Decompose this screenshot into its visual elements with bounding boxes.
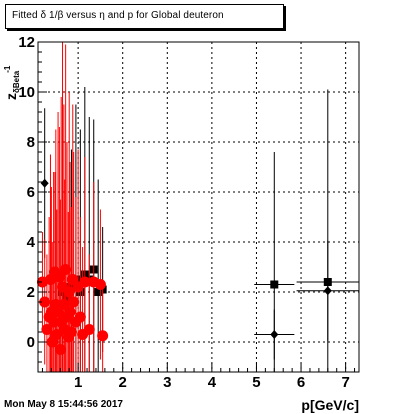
data-point-circle — [63, 286, 75, 298]
y-tick-label: 0 — [27, 334, 35, 351]
y-axis-title: zδBeta-1 — [3, 65, 21, 100]
data-point-diamond — [40, 178, 49, 188]
grid-lines — [38, 41, 359, 372]
y-axis-title-main: z — [3, 93, 19, 100]
y-tick-label: 12 — [18, 34, 35, 51]
x-tick-label: 3 — [163, 374, 171, 391]
y-tick-label: 4 — [27, 234, 36, 251]
data-point-diamond — [270, 330, 279, 339]
y-axis-title-sub: δBeta — [12, 70, 21, 93]
x-tick-label: 4 — [208, 374, 217, 391]
data-point-circle — [79, 276, 91, 288]
x-tick-label: 5 — [252, 374, 260, 391]
x-tick-label: 7 — [341, 374, 349, 391]
y-tick-label: 2 — [27, 284, 35, 301]
svg-text:zδBeta-1: zδBeta-1 — [3, 65, 21, 100]
data-point-diamond — [323, 286, 332, 296]
x-tick-label: 6 — [297, 374, 305, 391]
x-tick-label: 2 — [119, 374, 127, 391]
data-point-square — [94, 288, 103, 296]
data-point-circle — [39, 296, 51, 308]
y-tick-label: 6 — [27, 184, 35, 201]
data-point-circle — [97, 330, 109, 342]
data-marks — [36, 42, 359, 372]
x-tick-label: 1 — [74, 374, 82, 391]
y-tick-label: 10 — [18, 84, 35, 101]
data-point-circle — [94, 279, 106, 290]
data-point-circle — [74, 311, 86, 323]
data-point-circle — [65, 326, 77, 338]
x-axis-title: p[GeV/c] — [301, 397, 359, 413]
data-point-circle — [83, 324, 95, 335]
chart-title-box: Fitted δ 1/β versus η and p for Global d… — [5, 4, 284, 29]
data-point-circle — [54, 344, 66, 355]
chart-title: Fitted δ 1/β versus η and p for Global d… — [12, 10, 224, 21]
y-tick-label: 8 — [27, 134, 35, 151]
y-axis-title-sup: -1 — [3, 65, 12, 73]
data-point-circle — [41, 324, 53, 335]
data-point-square — [270, 280, 279, 289]
data-point-circle — [68, 296, 80, 308]
timestamp-footer: Mon May 8 15:44:56 2017 — [4, 399, 123, 410]
plot-frame — [37, 41, 360, 373]
